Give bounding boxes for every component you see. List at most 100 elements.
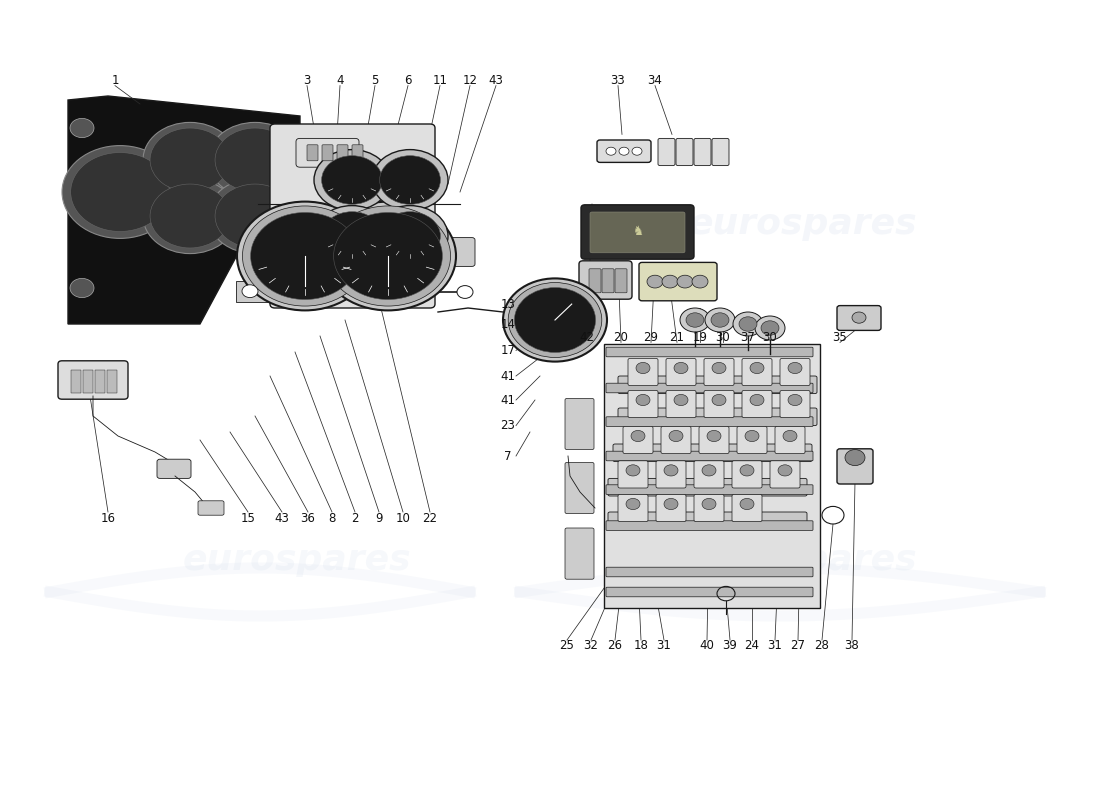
Circle shape xyxy=(707,430,721,442)
Text: 16: 16 xyxy=(100,512,116,525)
FancyBboxPatch shape xyxy=(776,426,805,454)
FancyBboxPatch shape xyxy=(296,138,359,167)
Text: 25: 25 xyxy=(560,639,574,652)
FancyBboxPatch shape xyxy=(270,124,434,308)
FancyBboxPatch shape xyxy=(565,528,594,579)
Circle shape xyxy=(712,394,726,406)
FancyBboxPatch shape xyxy=(579,261,632,299)
Circle shape xyxy=(606,147,616,155)
FancyBboxPatch shape xyxy=(337,145,348,161)
Circle shape xyxy=(662,275,678,288)
Circle shape xyxy=(333,213,442,299)
Circle shape xyxy=(631,430,645,442)
Text: 12: 12 xyxy=(462,74,477,86)
FancyBboxPatch shape xyxy=(618,408,817,426)
Text: 23: 23 xyxy=(500,419,516,432)
FancyBboxPatch shape xyxy=(666,390,696,418)
Circle shape xyxy=(70,278,94,298)
FancyBboxPatch shape xyxy=(95,370,104,393)
Circle shape xyxy=(143,178,236,254)
Circle shape xyxy=(508,282,602,358)
Text: 28: 28 xyxy=(815,639,829,652)
FancyBboxPatch shape xyxy=(72,370,81,393)
Circle shape xyxy=(251,213,360,299)
Circle shape xyxy=(70,118,94,138)
FancyBboxPatch shape xyxy=(82,370,94,393)
Circle shape xyxy=(503,278,607,362)
Text: 31: 31 xyxy=(657,639,671,652)
Text: 11: 11 xyxy=(432,74,448,86)
Text: 1: 1 xyxy=(111,74,119,86)
FancyBboxPatch shape xyxy=(704,390,734,418)
Text: 36: 36 xyxy=(300,512,316,525)
Text: ♞: ♞ xyxy=(631,226,644,238)
FancyBboxPatch shape xyxy=(732,461,762,488)
FancyBboxPatch shape xyxy=(618,376,817,394)
FancyBboxPatch shape xyxy=(656,461,686,488)
FancyBboxPatch shape xyxy=(661,426,691,454)
FancyBboxPatch shape xyxy=(597,140,651,162)
FancyBboxPatch shape xyxy=(656,494,686,522)
Text: 5: 5 xyxy=(372,74,378,86)
Text: 30: 30 xyxy=(716,331,730,344)
Circle shape xyxy=(143,122,236,198)
FancyBboxPatch shape xyxy=(565,462,594,514)
Text: 22: 22 xyxy=(422,512,438,525)
Circle shape xyxy=(632,147,642,155)
Text: 14: 14 xyxy=(500,318,516,331)
Text: 18: 18 xyxy=(634,639,648,652)
Text: 10: 10 xyxy=(396,512,410,525)
FancyBboxPatch shape xyxy=(694,138,711,166)
Circle shape xyxy=(788,362,802,374)
Circle shape xyxy=(62,146,178,238)
Circle shape xyxy=(702,465,716,476)
Text: 7: 7 xyxy=(504,450,512,462)
Text: 20: 20 xyxy=(614,331,628,344)
FancyBboxPatch shape xyxy=(606,451,813,461)
FancyBboxPatch shape xyxy=(590,212,685,253)
Circle shape xyxy=(208,178,302,254)
Circle shape xyxy=(676,275,693,288)
FancyBboxPatch shape xyxy=(666,358,696,386)
FancyBboxPatch shape xyxy=(606,521,813,530)
FancyBboxPatch shape xyxy=(694,494,724,522)
Circle shape xyxy=(216,128,295,192)
FancyBboxPatch shape xyxy=(236,281,268,302)
Circle shape xyxy=(320,202,456,310)
Circle shape xyxy=(456,286,473,298)
Text: 31: 31 xyxy=(768,639,782,652)
Circle shape xyxy=(321,156,383,204)
Circle shape xyxy=(740,465,754,476)
Circle shape xyxy=(669,430,683,442)
Text: 17: 17 xyxy=(500,344,516,357)
Circle shape xyxy=(745,430,759,442)
Text: 34: 34 xyxy=(648,74,662,86)
FancyBboxPatch shape xyxy=(157,459,191,478)
Circle shape xyxy=(733,312,763,336)
Circle shape xyxy=(680,308,710,332)
FancyBboxPatch shape xyxy=(639,262,717,301)
Text: 37: 37 xyxy=(740,331,756,344)
FancyBboxPatch shape xyxy=(628,390,658,418)
Circle shape xyxy=(372,206,448,266)
FancyBboxPatch shape xyxy=(613,444,812,462)
FancyBboxPatch shape xyxy=(307,145,318,161)
Text: 2: 2 xyxy=(351,512,359,525)
Circle shape xyxy=(314,206,390,266)
FancyBboxPatch shape xyxy=(704,358,734,386)
FancyBboxPatch shape xyxy=(780,390,810,418)
Circle shape xyxy=(664,498,678,510)
FancyBboxPatch shape xyxy=(676,138,693,166)
Text: 15: 15 xyxy=(241,512,255,525)
Text: 19: 19 xyxy=(693,331,707,344)
Text: 43: 43 xyxy=(275,512,289,525)
Circle shape xyxy=(636,394,650,406)
Circle shape xyxy=(712,362,726,374)
FancyBboxPatch shape xyxy=(615,269,627,293)
FancyBboxPatch shape xyxy=(732,494,762,522)
Text: 26: 26 xyxy=(607,639,623,652)
Circle shape xyxy=(515,287,595,353)
FancyBboxPatch shape xyxy=(602,269,614,293)
Circle shape xyxy=(150,184,230,248)
Circle shape xyxy=(326,206,451,306)
